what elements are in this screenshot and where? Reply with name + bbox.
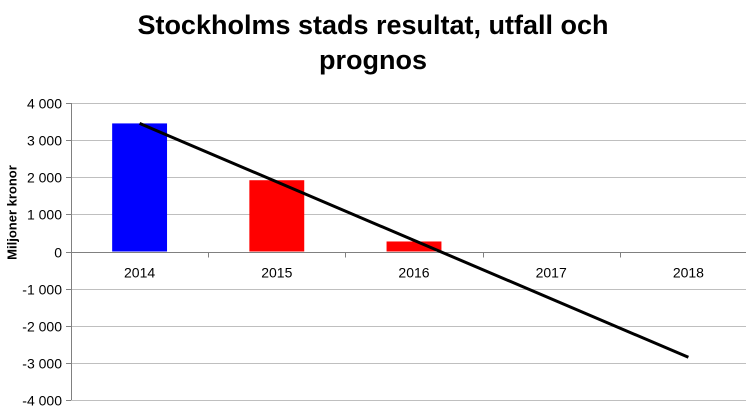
- y-tick-label: 2 000: [27, 170, 62, 186]
- chart-title-line-2: prognos: [319, 45, 427, 75]
- y-tick-label: -1 000: [22, 282, 62, 298]
- trendline: [139, 122, 689, 359]
- x-tick-label: 2016: [398, 265, 429, 281]
- bar: [112, 123, 168, 252]
- y-tick-label: 1 000: [27, 207, 62, 223]
- y-tick-label: 3 000: [27, 133, 62, 149]
- x-tick-labels: 2014 2015 2016 2017 2018: [124, 265, 704, 281]
- x-tick-label: 2014: [124, 265, 155, 281]
- bar: [386, 241, 442, 252]
- bars: [112, 123, 442, 252]
- chart-title-line-1: Stockholms stads resultat, utfall och: [137, 10, 609, 40]
- gridlines: [71, 103, 746, 401]
- y-tick-labels: 4 000 3 000 2 000 1 000 0 -1 000 -2 000 -3 000 -…: [22, 96, 62, 409]
- y-tick-label: -3 000: [22, 356, 62, 372]
- x-tick-label: 2017: [536, 265, 567, 281]
- trendline-group: [139, 122, 689, 359]
- y-tick-label: -2 000: [22, 319, 62, 335]
- y-tick-label: -4 000: [22, 393, 62, 409]
- y-tick-label: 4 000: [27, 96, 62, 112]
- y-tick-label: 0: [54, 245, 62, 261]
- bar: [249, 180, 305, 252]
- axes: [66, 103, 746, 401]
- x-tick-label: 2018: [673, 265, 704, 281]
- x-tick-label: 2015: [261, 265, 292, 281]
- chart-title: Stockholms stads resultat, utfall och pr…: [0, 8, 746, 78]
